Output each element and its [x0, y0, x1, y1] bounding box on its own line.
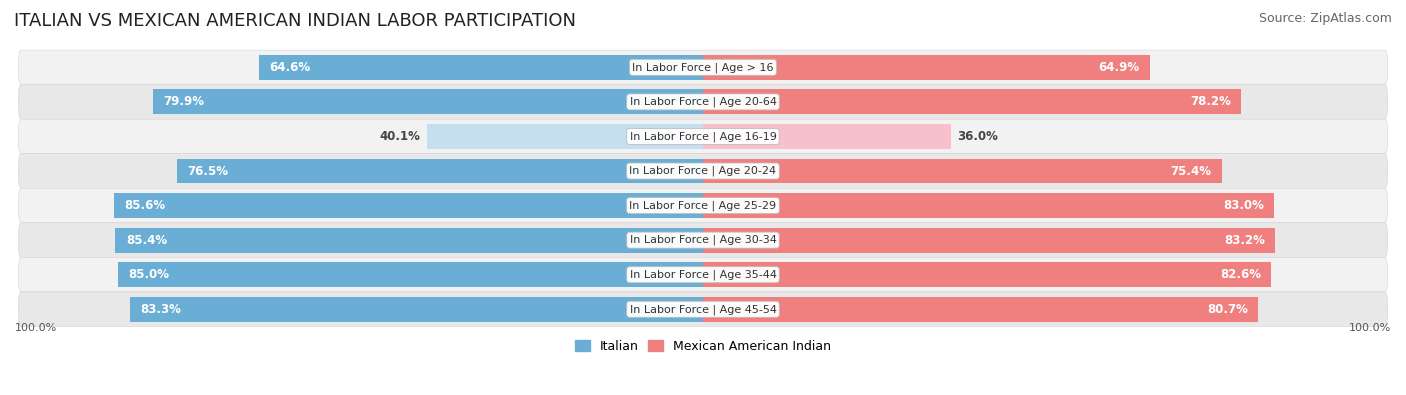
Text: 85.6%: 85.6% [124, 199, 166, 212]
Text: 36.0%: 36.0% [957, 130, 998, 143]
Text: 78.2%: 78.2% [1189, 96, 1230, 108]
Bar [703, 124, 950, 149]
Text: In Labor Force | Age 35-44: In Labor Force | Age 35-44 [630, 269, 776, 280]
Text: 83.3%: 83.3% [141, 303, 181, 316]
FancyBboxPatch shape [18, 85, 1388, 119]
Bar [703, 193, 1274, 218]
Text: 85.4%: 85.4% [125, 234, 167, 246]
FancyBboxPatch shape [18, 258, 1388, 292]
Text: In Labor Force | Age 25-29: In Labor Force | Age 25-29 [630, 200, 776, 211]
Bar [427, 124, 703, 149]
Text: ITALIAN VS MEXICAN AMERICAN INDIAN LABOR PARTICIPATION: ITALIAN VS MEXICAN AMERICAN INDIAN LABOR… [14, 12, 576, 30]
Text: 83.2%: 83.2% [1225, 234, 1265, 246]
Bar [703, 89, 1241, 114]
Text: 75.4%: 75.4% [1170, 165, 1212, 177]
Bar [703, 297, 1258, 322]
Text: Source: ZipAtlas.com: Source: ZipAtlas.com [1258, 12, 1392, 25]
Bar [703, 158, 1222, 183]
FancyBboxPatch shape [18, 188, 1388, 223]
Text: In Labor Force | Age 20-64: In Labor Force | Age 20-64 [630, 97, 776, 107]
Text: 64.9%: 64.9% [1098, 61, 1139, 74]
Text: 82.6%: 82.6% [1220, 268, 1261, 281]
Bar [115, 228, 703, 252]
Text: In Labor Force | Age > 16: In Labor Force | Age > 16 [633, 62, 773, 73]
Bar [703, 55, 1150, 80]
Bar [114, 193, 703, 218]
Text: 100.0%: 100.0% [15, 323, 58, 333]
Text: 83.0%: 83.0% [1223, 199, 1264, 212]
Text: 40.1%: 40.1% [380, 130, 420, 143]
Text: 85.0%: 85.0% [128, 268, 170, 281]
Text: In Labor Force | Age 30-34: In Labor Force | Age 30-34 [630, 235, 776, 245]
FancyBboxPatch shape [18, 50, 1388, 85]
Text: In Labor Force | Age 45-54: In Labor Force | Age 45-54 [630, 304, 776, 314]
Text: 64.6%: 64.6% [269, 61, 309, 74]
Bar [153, 89, 703, 114]
FancyBboxPatch shape [18, 154, 1388, 188]
Bar [259, 55, 703, 80]
Text: 100.0%: 100.0% [1348, 323, 1391, 333]
Text: 79.9%: 79.9% [163, 96, 205, 108]
Bar [703, 262, 1271, 287]
Text: 76.5%: 76.5% [187, 165, 228, 177]
Legend: Italian, Mexican American Indian: Italian, Mexican American Indian [569, 335, 837, 358]
FancyBboxPatch shape [18, 223, 1388, 258]
Text: In Labor Force | Age 16-19: In Labor Force | Age 16-19 [630, 131, 776, 142]
Bar [118, 262, 703, 287]
FancyBboxPatch shape [18, 119, 1388, 154]
FancyBboxPatch shape [18, 292, 1388, 327]
Bar [703, 228, 1275, 252]
Text: 80.7%: 80.7% [1206, 303, 1249, 316]
Bar [177, 158, 703, 183]
Bar [129, 297, 703, 322]
Text: In Labor Force | Age 20-24: In Labor Force | Age 20-24 [630, 166, 776, 176]
